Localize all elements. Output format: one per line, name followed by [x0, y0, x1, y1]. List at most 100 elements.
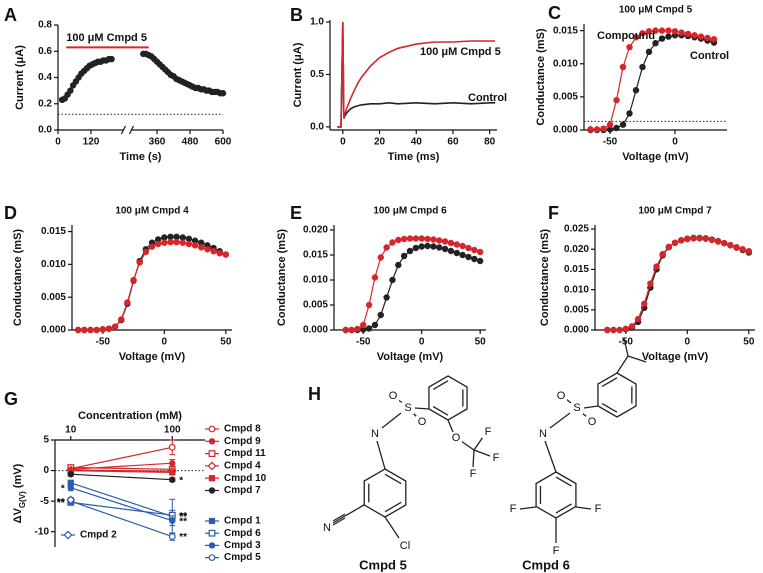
- marker: [593, 126, 601, 133]
- bond: [544, 440, 557, 473]
- marker: [354, 325, 361, 333]
- legend-label: Cmpd 4: [224, 461, 261, 472]
- marker: [169, 517, 176, 524]
- atom-label: O: [557, 390, 566, 402]
- x-tick-label: 0: [419, 337, 425, 348]
- marker: [208, 475, 216, 482]
- marker: [678, 29, 685, 36]
- marker: [626, 110, 633, 117]
- ring: [535, 471, 577, 519]
- marker: [632, 34, 640, 41]
- panel-letter: E: [290, 203, 302, 223]
- panel-letter: A: [4, 5, 17, 25]
- bond: [575, 506, 592, 510]
- legend-label: Cmpd 10: [224, 473, 267, 484]
- x-tick-label: 600: [215, 137, 232, 148]
- annotation: 100 μM Cmpd 5: [66, 32, 147, 44]
- bond: [381, 412, 402, 429]
- series-line: [70, 446, 173, 470]
- atom-label: N: [323, 522, 331, 534]
- double-bond: [432, 406, 449, 416]
- y-tick-label: -5: [40, 496, 49, 507]
- bond: [616, 355, 629, 374]
- atom-label: O: [452, 432, 461, 444]
- marker: [441, 238, 449, 245]
- marker: [441, 245, 449, 253]
- marker: [161, 239, 168, 246]
- marker: [383, 244, 390, 251]
- marker: [208, 517, 216, 525]
- marker: [406, 247, 414, 255]
- marker: [727, 241, 734, 249]
- bond: [414, 407, 430, 410]
- y-tick-label: 0.8: [38, 20, 52, 31]
- legend-label: Cmpd 9: [224, 436, 261, 447]
- atom-bg: [321, 522, 333, 534]
- atom-bg: [571, 402, 583, 414]
- marker: [721, 239, 728, 247]
- marker: [733, 244, 740, 251]
- marker: [691, 32, 698, 39]
- chart-title: 100 μM Cmpd 5: [619, 5, 693, 16]
- marker: [610, 326, 617, 334]
- series-line: [590, 30, 715, 130]
- marker: [161, 234, 168, 241]
- legend-label: Cmpd 2: [80, 530, 117, 541]
- marker: [395, 261, 402, 269]
- bond: [332, 515, 346, 524]
- marker: [208, 487, 216, 494]
- double-bond: [601, 403, 618, 413]
- y-tick-label: 0.015: [564, 264, 589, 275]
- marker: [63, 530, 73, 540]
- compound-name: Cmpd 6: [522, 557, 570, 572]
- marker: [639, 63, 646, 71]
- marker: [418, 243, 425, 250]
- bond: [623, 337, 629, 357]
- series-label: Control: [690, 50, 729, 62]
- y-tick-label: 0.000: [564, 325, 589, 336]
- marker: [604, 326, 611, 334]
- marker: [74, 326, 82, 334]
- marker: [173, 233, 180, 241]
- marker: [632, 87, 640, 94]
- atom-bg: [369, 428, 381, 440]
- y-axis-label: Conductance (mS): [539, 229, 551, 327]
- bond: [519, 506, 537, 510]
- series-line: [70, 482, 173, 517]
- y-tick-label: 0.2: [38, 98, 52, 109]
- marker: [684, 235, 691, 243]
- y-tick-label: 0: [43, 465, 49, 476]
- marker: [105, 325, 113, 332]
- y-tick-label: 0.0: [310, 121, 324, 132]
- marker: [471, 255, 478, 263]
- marker: [613, 96, 620, 104]
- series-line: [337, 22, 496, 128]
- significance: **: [179, 516, 187, 527]
- y-tick-label: 0.020: [564, 244, 589, 255]
- marker: [436, 237, 443, 244]
- x-tick-label: 0: [685, 337, 691, 348]
- marker: [167, 238, 174, 246]
- atom-bg: [537, 428, 549, 440]
- marker: [348, 326, 355, 334]
- marker: [154, 240, 162, 248]
- y-tick-label: 0.000: [41, 325, 66, 336]
- y-tick-label: 0.6: [38, 46, 52, 57]
- atom-label: F: [485, 426, 492, 438]
- x-tick-label: 480: [182, 137, 199, 148]
- atom-label: F: [493, 452, 500, 464]
- marker: [652, 27, 659, 34]
- marker: [653, 263, 660, 270]
- marker: [659, 250, 666, 258]
- atom-bg: [586, 416, 598, 428]
- marker: [697, 33, 705, 40]
- marker: [708, 236, 716, 244]
- marker: [66, 495, 76, 505]
- marker: [169, 469, 176, 476]
- atom-label: O: [418, 416, 427, 428]
- significance: **: [179, 512, 187, 523]
- marker: [628, 323, 636, 330]
- marker: [465, 253, 472, 261]
- ring: [597, 372, 637, 418]
- x-axis-label: Voltage (mV): [377, 351, 444, 363]
